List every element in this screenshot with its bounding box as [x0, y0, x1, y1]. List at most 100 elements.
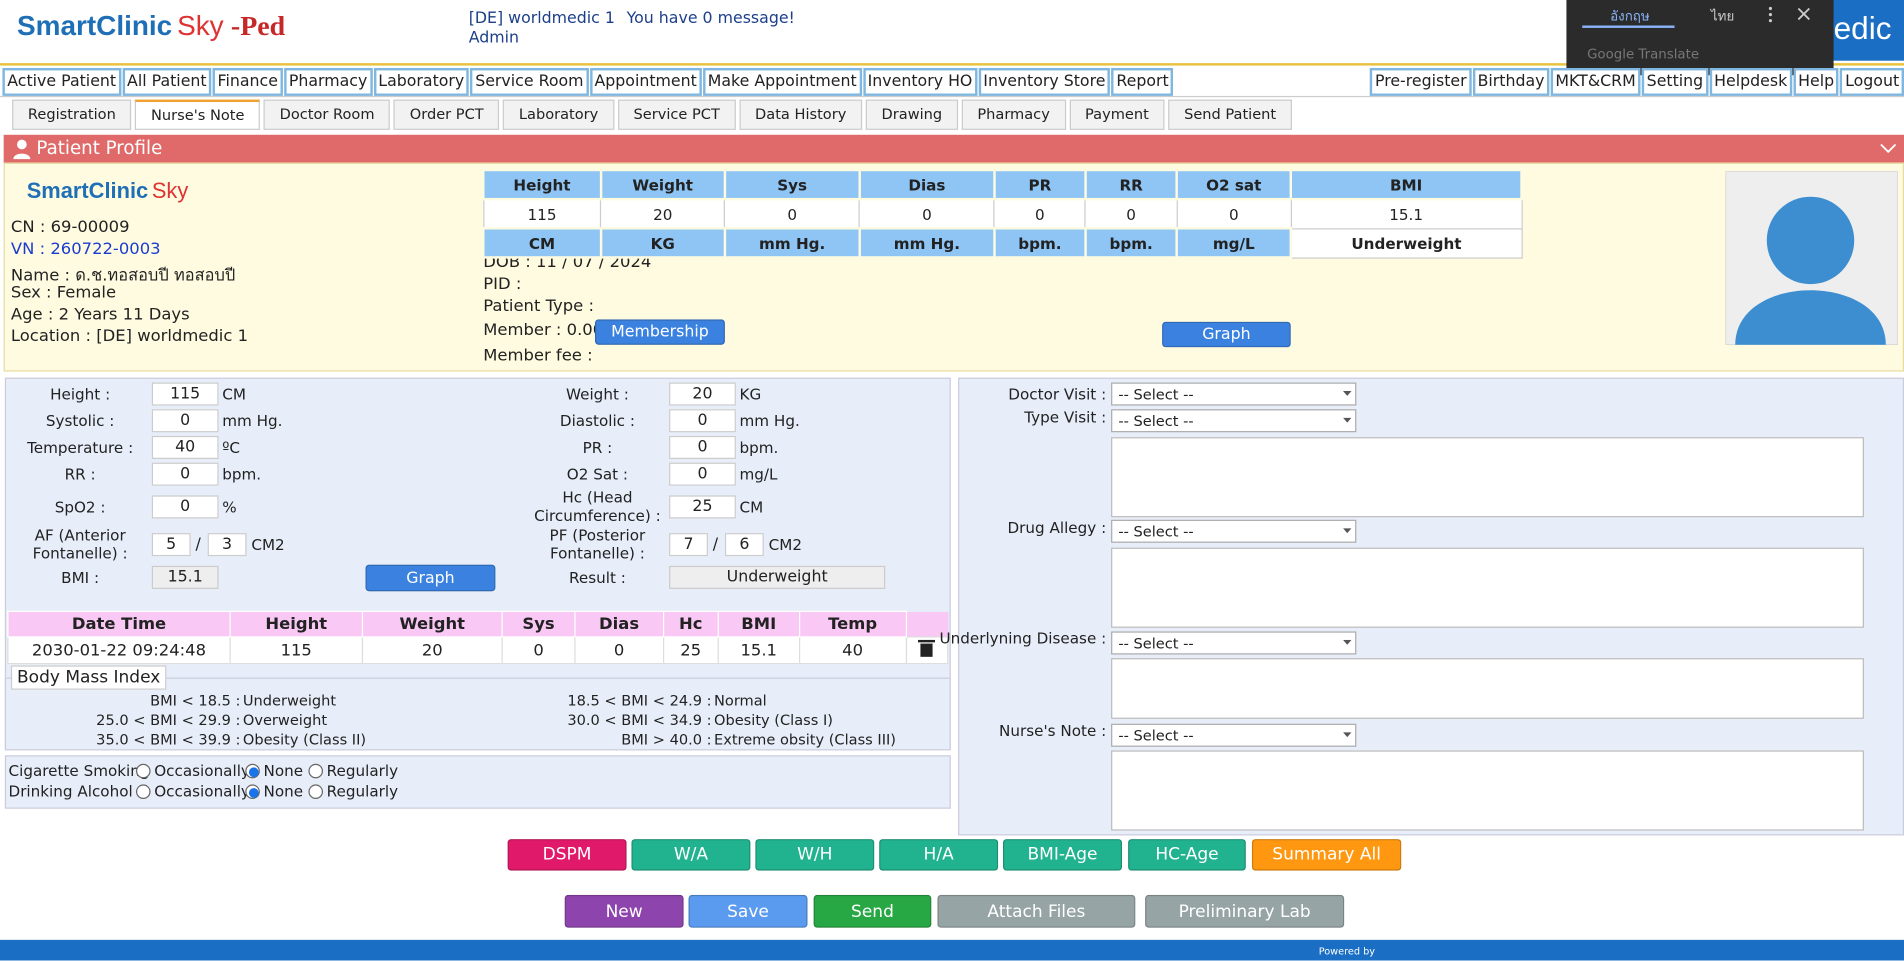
sub-tab[interactable]: Drawing: [865, 99, 958, 130]
menu-item[interactable]: Inventory HO: [862, 68, 978, 96]
field-unit: CM2: [768, 535, 803, 554]
field-input[interactable]: 0: [669, 435, 736, 460]
field-input[interactable]: 40: [151, 435, 219, 460]
branch: [DE] worldmedic 1: [468, 9, 615, 28]
menu-item[interactable]: Make Appointment: [702, 68, 862, 96]
select[interactable]: -- Select --: [1111, 382, 1357, 406]
field-label: AF (Anterior Fontanelle) :: [32, 525, 128, 563]
radio[interactable]: [136, 763, 151, 779]
radio[interactable]: [308, 763, 324, 779]
menu-item[interactable]: Pharmacy: [283, 68, 373, 96]
vitals-table: Height Weight Sys Dias PR RR O2 sat BMI 115 20 0 0 0…: [482, 168, 1523, 259]
select[interactable]: -- Select --: [1111, 723, 1357, 747]
vitals-cell: BMI: [1289, 168, 1523, 201]
menu-item[interactable]: Laboratory: [373, 68, 470, 96]
history-header: Sys: [501, 610, 576, 638]
menu-item[interactable]: Pre-register: [1370, 68, 1472, 96]
menu-item[interactable]: Birthday: [1472, 68, 1550, 96]
sub-tab[interactable]: Laboratory: [503, 99, 615, 130]
chart-button[interactable]: BMI-Age: [1003, 839, 1123, 871]
sub-tab[interactable]: Nurse's Note: [135, 99, 261, 130]
menu-item[interactable]: MKT&CRM: [1550, 68, 1641, 96]
field-unit: mg/L: [739, 465, 778, 484]
radio[interactable]: [308, 784, 324, 800]
menu-item[interactable]: Finance: [212, 68, 283, 96]
field-unit: ºC: [222, 438, 240, 457]
logo-sky: Sky: [177, 9, 224, 42]
textarea[interactable]: [1111, 750, 1864, 831]
chart-button[interactable]: Summary All: [1251, 839, 1402, 871]
field-input[interactable]: 3: [207, 533, 247, 557]
action-button[interactable]: Attach Files: [937, 894, 1136, 928]
translate-tab[interactable]: ไทย: [1710, 8, 1735, 25]
select[interactable]: -- Select --: [1111, 631, 1357, 655]
field-input[interactable]: 5: [151, 533, 191, 557]
select[interactable]: -- Select --: [1111, 409, 1357, 433]
action-button[interactable]: Send: [813, 894, 932, 928]
sub-tab[interactable]: Order PCT: [393, 99, 500, 130]
vitals-cell: 20: [600, 198, 726, 229]
field-input[interactable]: 115: [151, 382, 219, 406]
menu-item[interactable]: Helpdesk: [1709, 68, 1793, 96]
menu-item[interactable]: All Patient: [122, 68, 212, 96]
chart-button[interactable]: W/A: [631, 839, 751, 871]
action-button[interactable]: Save: [688, 894, 808, 928]
chart-button[interactable]: DSPM: [507, 839, 627, 871]
menu-item[interactable]: Appointment: [589, 68, 702, 96]
radio[interactable]: [245, 784, 260, 800]
sub-tab[interactable]: Doctor Room: [263, 99, 391, 130]
btn[interactable]: Graph: [365, 564, 496, 592]
sub-tab[interactable]: Data History: [739, 99, 863, 130]
vitals-cell: bpm.: [993, 227, 1087, 259]
chart-button[interactable]: W/H: [755, 839, 875, 871]
field-input[interactable]: 20: [669, 382, 736, 406]
chart-button[interactable]: HC-Age: [1128, 839, 1246, 871]
collapse-icon[interactable]: [1880, 141, 1897, 156]
field-input[interactable]: 25: [669, 495, 736, 519]
select[interactable]: -- Select --: [1111, 519, 1357, 543]
action-button[interactable]: New: [564, 894, 684, 928]
menu-item[interactable]: Help: [1793, 68, 1840, 96]
field-input[interactable]: 0: [669, 462, 736, 486]
textarea[interactable]: [1111, 658, 1864, 719]
delete-cell[interactable]: [905, 636, 949, 665]
btn[interactable]: Membership: [595, 319, 725, 345]
field-input[interactable]: 0: [151, 495, 219, 519]
sub-tab[interactable]: Pharmacy: [961, 99, 1066, 130]
vitals-cell: 0: [1084, 198, 1178, 229]
field-input[interactable]: 6: [724, 533, 764, 557]
field-input[interactable]: 7: [669, 533, 708, 557]
action-button[interactable]: Preliminary Lab: [1145, 894, 1345, 928]
menu-item[interactable]: Inventory Store: [978, 68, 1111, 96]
menu-item[interactable]: Logout: [1840, 68, 1904, 96]
bmi-label: Underweight: [242, 692, 337, 710]
field-input[interactable]: 15.1: [151, 565, 219, 589]
menu-item[interactable]: Setting: [1641, 68, 1709, 96]
textarea[interactable]: [1111, 547, 1864, 628]
visit-label: Drug Allegy :: [1007, 518, 1107, 537]
sub-tab[interactable]: Registration: [12, 99, 132, 130]
menu-item[interactable]: Report: [1111, 68, 1174, 96]
logo: SmartClinic Sky -Ped: [17, 10, 285, 43]
history-cell: 115: [229, 636, 363, 665]
bmi-title: Body Mass Index: [10, 665, 167, 690]
chart-button[interactable]: H/A: [879, 839, 999, 871]
btn[interactable]: Graph: [1162, 321, 1291, 348]
sub-tab[interactable]: Payment: [1069, 99, 1165, 130]
profile-line: Location : [DE] worldmedic 1: [10, 326, 248, 347]
popup-icons[interactable]: [1761, 4, 1822, 26]
field-input[interactable]: 0: [151, 462, 219, 486]
radio[interactable]: [136, 784, 151, 800]
menu-item[interactable]: Service Room: [470, 68, 589, 96]
field-input[interactable]: Underweight: [669, 565, 886, 589]
sub-tab[interactable]: Send Patient: [1168, 99, 1292, 130]
textarea[interactable]: [1111, 437, 1864, 518]
menu-item[interactable]: Active Patient: [2, 68, 121, 96]
bmi-cond: 35.0 < BMI < 39.9 :: [96, 731, 241, 749]
sub-tab[interactable]: Service PCT: [617, 99, 736, 130]
translate-tab[interactable]: อังกฤษ: [1610, 8, 1650, 25]
radio[interactable]: [245, 763, 260, 779]
trash-icon[interactable]: [918, 639, 936, 657]
field-input[interactable]: 0: [669, 409, 736, 433]
field-input[interactable]: 0: [151, 409, 219, 433]
